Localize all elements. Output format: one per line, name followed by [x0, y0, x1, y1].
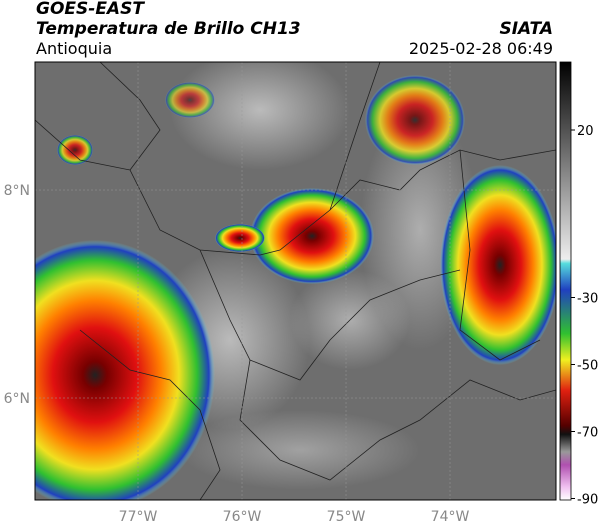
colorbar-ticks: 20 -30 -50 -70 -90 [571, 124, 598, 508]
colorbar-tick-label: -90 [577, 493, 598, 508]
colorbar-tick-label: -50 [577, 359, 598, 374]
lat-label: 8°N [4, 183, 30, 199]
lat-label: 6°N [4, 391, 30, 407]
region: Antioquia [36, 39, 112, 58]
satellite: GOES-EAST [36, 0, 145, 19]
colorbar-tick-label: 20 [577, 124, 594, 139]
colorbar [559, 61, 572, 501]
source: SIATA [499, 19, 553, 39]
datetime: 2025-02-28 06:49 [409, 39, 553, 58]
map-frame [34, 61, 557, 501]
lon-label: 76°W [223, 509, 262, 525]
colorbar-tick-label: -30 [577, 292, 598, 307]
lon-label: 74°W [431, 509, 470, 525]
product: Temperatura de Brillo CH13 [36, 19, 301, 39]
lon-label: 77°W [119, 509, 158, 525]
lon-label: 75°W [327, 509, 366, 525]
satellite-image [35, 62, 556, 500]
colorbar-tick-label: -70 [577, 426, 598, 441]
